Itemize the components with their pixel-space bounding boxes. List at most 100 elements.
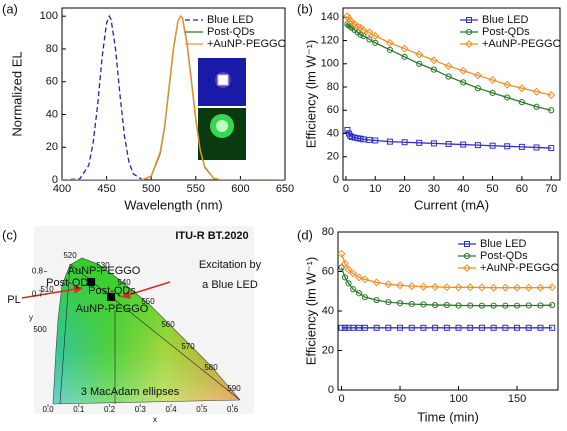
marker [463, 252, 471, 260]
x-tick-label: 40 [457, 183, 469, 195]
marker [420, 324, 427, 331]
marker [347, 132, 354, 139]
y-tick-label: 40 [322, 305, 334, 317]
marker [525, 302, 532, 309]
marker [533, 144, 540, 151]
wavelength-label: 570 [181, 342, 195, 351]
marker [490, 302, 497, 309]
photo-led [216, 120, 228, 132]
wavelength-label: 500 [33, 325, 47, 334]
marker [532, 87, 541, 96]
series-line [62, 15, 285, 180]
x-tick-label: 0.2 [104, 405, 116, 414]
marker [460, 141, 467, 148]
arrow [121, 281, 171, 299]
arrow [21, 284, 83, 299]
marker [547, 91, 556, 100]
annotation: Post-QDs [88, 285, 136, 297]
x-tick-label: 0.6 [227, 405, 239, 414]
marker [408, 300, 415, 308]
color-point [87, 277, 96, 286]
marker [503, 80, 512, 89]
marker [514, 324, 521, 331]
marker [467, 302, 474, 309]
marker [478, 324, 485, 331]
annotation: 3 MacAdam ellipses [81, 386, 180, 398]
annotation: a Blue LED [202, 279, 258, 291]
marker [488, 76, 497, 85]
marker [361, 324, 368, 331]
y-tick-label: 80 [46, 43, 58, 55]
series-line [62, 14, 285, 180]
marker [489, 142, 496, 149]
marker [408, 324, 415, 331]
y-tick-label: 20 [46, 141, 58, 153]
legend-label: Blue LED [482, 14, 529, 26]
plot-frame [342, 7, 561, 181]
marker [525, 324, 532, 331]
x-axis-label: Time (min) [417, 409, 479, 424]
marker [445, 73, 452, 80]
marker [349, 269, 358, 278]
marker [454, 283, 463, 292]
x-tick-label: 0.3 [135, 405, 147, 414]
marker [361, 294, 369, 301]
marker [384, 280, 393, 289]
photo-led [217, 74, 229, 86]
spectral-locus-shade [52, 257, 241, 405]
y-tick-label: 140 [321, 11, 339, 23]
x-tick-label: 0 [343, 183, 349, 195]
wavelength-label: 590 [227, 384, 241, 393]
x-tick-label: 60 [516, 183, 528, 195]
marker [533, 103, 540, 110]
marker [490, 324, 497, 331]
panel-label: (d) [297, 227, 313, 242]
legend-label: Blue LED [480, 238, 527, 250]
x-tick-label: 0 [338, 393, 344, 405]
legend-label: +AuNP-PEGGO [207, 38, 287, 50]
marker [548, 283, 557, 292]
marker [401, 139, 408, 146]
x-tick-label: 650 [276, 183, 294, 195]
marker [462, 263, 472, 273]
x-axis-label: x [153, 415, 157, 424]
marker [360, 275, 369, 284]
marker [345, 280, 352, 287]
marker [502, 302, 509, 309]
y-axis-label: Normalized EL [9, 51, 24, 136]
x-tick-label: 150 [508, 393, 526, 405]
marker [548, 107, 555, 114]
legend-label: +AuNP-PEGGO [482, 38, 562, 50]
bt2020-triangle [59, 263, 241, 405]
wavelength-label: 510 [40, 285, 54, 294]
marker [365, 28, 374, 37]
marker [445, 140, 452, 147]
marker [385, 299, 392, 306]
panel-label: (c) [2, 227, 17, 242]
y-tick-label: 100 [321, 58, 339, 70]
annotation: AuNP-PEGGO [68, 265, 141, 277]
marker [474, 85, 481, 92]
legend-label: Post-QDs [480, 250, 528, 262]
y-tick-label: 0.8 [32, 267, 44, 276]
series-line [340, 253, 553, 289]
legend-label: Post-QDs [482, 26, 530, 38]
x-tick-label: 450 [97, 183, 115, 195]
marker [478, 302, 486, 309]
marker [419, 282, 428, 291]
marker [386, 138, 393, 145]
legend-label: +AuNP-PEGGO [480, 262, 560, 274]
marker [459, 66, 468, 75]
marker [366, 136, 373, 143]
marker [355, 290, 363, 297]
x-tick-label: 400 [53, 183, 71, 195]
marker [350, 286, 357, 293]
marker [429, 56, 438, 65]
marker [549, 324, 556, 331]
marker [385, 324, 392, 331]
marker [356, 324, 363, 331]
series-line [346, 23, 552, 111]
marker [443, 324, 450, 331]
